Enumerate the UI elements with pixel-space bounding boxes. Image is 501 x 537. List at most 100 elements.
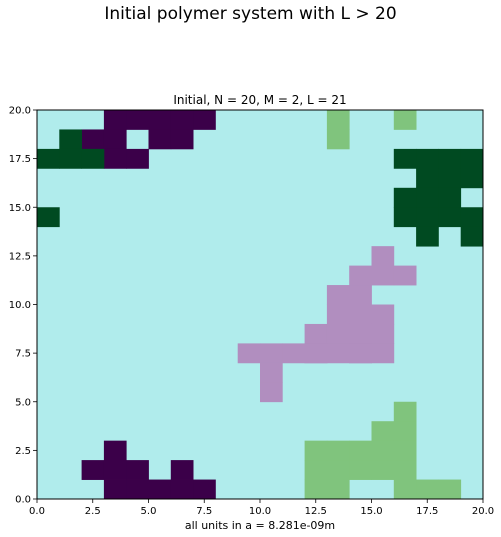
heatmap-cell [349, 305, 372, 325]
heatmap-cell [126, 110, 149, 130]
y-tick-label: 20.0 [9, 106, 31, 117]
heatmap-cell [438, 188, 461, 208]
x-tick-label: 10.0 [249, 506, 271, 517]
y-tick-label: 0.0 [15, 495, 31, 506]
heatmap-cell [327, 343, 350, 363]
heatmap-cell [305, 460, 328, 480]
heatmap-cell [438, 207, 461, 227]
heatmap-cell [327, 129, 350, 149]
heatmap-cell [461, 227, 484, 247]
heatmap-cell [416, 168, 439, 188]
y-axis-ticks: 0.0 2.5 5.0 7.5 10.0 12.5 15.0 17.5 20.0 [9, 106, 37, 506]
heatmap-cell [372, 421, 395, 441]
heatmap-cell [394, 421, 417, 441]
heatmap-cell [171, 129, 194, 149]
heatmap-cell [193, 110, 216, 130]
heatmap-cell [394, 460, 417, 480]
heatmap-cell [37, 149, 60, 169]
heatmap-cell [126, 480, 149, 500]
heatmap-cell [349, 266, 372, 286]
heatmap-cell [104, 129, 127, 149]
heatmap-cell [327, 285, 350, 305]
heatmap-cell [461, 207, 484, 227]
heatmap-cell [149, 110, 172, 130]
heatmap-cell [126, 149, 149, 169]
heatmap-cell [416, 149, 439, 169]
heatmap-cell [327, 460, 350, 480]
heatmap-cell [260, 343, 283, 363]
heatmap-cell [349, 441, 372, 461]
y-tick-label: 10.0 [9, 300, 31, 311]
heatmap-cell [149, 480, 172, 500]
heatmap-cell [349, 343, 372, 363]
heatmap-cell [104, 460, 127, 480]
heatmap-cell [461, 149, 484, 169]
x-tick-label: 7.5 [196, 506, 212, 517]
heatmap-cell [438, 480, 461, 500]
heatmap-cell [416, 207, 439, 227]
heatmap-cell [394, 441, 417, 461]
heatmap-cell [260, 363, 283, 383]
heatmap-cell [394, 207, 417, 227]
heatmap-cell [104, 441, 127, 461]
x-axis-label: all units in a = 8.281e-09m [37, 519, 483, 532]
heatmap-cell [126, 460, 149, 480]
y-tick-label: 5.0 [15, 397, 31, 408]
x-tick-label: 12.5 [305, 506, 327, 517]
heatmap-cell [104, 149, 127, 169]
heatmap-cell [394, 188, 417, 208]
heatmap-cell [327, 305, 350, 325]
y-tick-label: 12.5 [9, 251, 31, 262]
y-tick-label: 17.5 [9, 154, 31, 165]
x-tick-label: 5.0 [141, 506, 157, 517]
heatmap-cell [82, 149, 105, 169]
heatmap-cell [104, 110, 127, 130]
heatmap-cell [349, 460, 372, 480]
heatmap-cell [372, 246, 395, 266]
heatmap-cell [438, 168, 461, 188]
heatmap-cell [104, 480, 127, 500]
heatmap-cell [372, 305, 395, 325]
heatmap-cell [372, 460, 395, 480]
heatmap-cell [305, 343, 328, 363]
x-tick-label: 0.0 [29, 506, 45, 517]
heatmap-cell [349, 285, 372, 305]
heatmap-cell [372, 343, 395, 363]
heatmap-cell [149, 129, 172, 149]
heatmap-cell [327, 324, 350, 344]
x-tick-label: 17.5 [416, 506, 438, 517]
heatmap-cell [416, 480, 439, 500]
heatmap-cell [394, 266, 417, 286]
x-tick-label: 2.5 [85, 506, 101, 517]
heatmap-cell [82, 129, 105, 149]
heatmap-cell [171, 480, 194, 500]
heatmap-cell [327, 441, 350, 461]
heatmap-cell [416, 188, 439, 208]
heatmap-cell [59, 129, 82, 149]
y-tick-label: 15.0 [9, 203, 31, 214]
heatmap-cell [305, 324, 328, 344]
heatmap-cell [238, 343, 261, 363]
x-tick-label: 15.0 [360, 506, 382, 517]
heatmap-cell [282, 343, 305, 363]
heatmap-cell [438, 149, 461, 169]
heatmap-cell [327, 480, 350, 500]
x-tick-label: 20.0 [472, 506, 494, 517]
heatmap-cell [171, 460, 194, 480]
heatmap-cell [193, 480, 216, 500]
heatmap-cell [37, 207, 60, 227]
heatmap-cell [372, 266, 395, 286]
heatmap-cell [394, 149, 417, 169]
heatmap-cell [461, 168, 484, 188]
heatmap-cell [394, 110, 417, 130]
y-tick-label: 7.5 [15, 349, 31, 360]
heatmap-cell [416, 227, 439, 247]
heatmap-cell [327, 110, 350, 130]
heatmap-cell [260, 382, 283, 402]
heatmap-cell [305, 441, 328, 461]
heatmap-cell [82, 460, 105, 480]
heatmap-cell [394, 402, 417, 422]
heatmap-cell [305, 480, 328, 500]
heatmap-cell [59, 149, 82, 169]
